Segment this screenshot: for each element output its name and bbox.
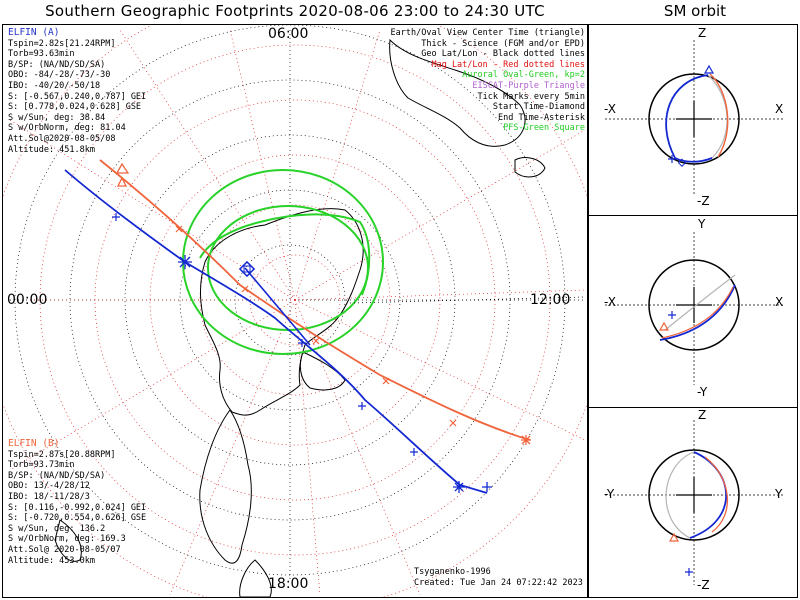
elfin-a-info-line: S: [0.778,0.024,0.628] GSE [8,102,142,113]
start-diamond [238,260,256,278]
elfin-b-info-line: Att.Sol@ 2020-08-05/07 [8,544,121,555]
elfin-a-info-line: S: [-0.567,0.240,0.787] GEI [8,91,147,102]
legend: Earth/Oval View Center Time (triangle) Th… [391,28,585,134]
elfin-b-info-line: Torb=93.73min [8,460,75,471]
legend-item: Tick Marks every 5min [477,91,585,102]
elfin-a-info-line: OBO: -84/-28/-73/-30 [8,70,111,81]
elfin-b-info-line: S: [-0.720,0.554,0.626] GSE [8,513,147,524]
elfin-b-lines: Tspin=2.87s[20.88RPM] Torb=93.73min B/SP: … [8,450,146,567]
legend-item: PFS-Green Square [503,123,585,134]
hour-label-bottom: 18:00 [268,576,309,592]
sm3-top-label: Z [698,408,707,422]
sm1-top-label: Z [698,26,707,40]
elfin-a-info-line: IBO: -40/20/-50/18 [8,80,101,91]
sm2-right-label: X [775,295,784,309]
legend-item: Auroral Oval-Green, kp=2 [462,70,585,81]
elfin-a-lines: Tspin=2.82s[21.24RPM] Torb=93.63min B/SP: … [8,39,146,156]
elfin-a-view-triangle [115,162,130,174]
elfin-b-end-asterisk [521,435,531,445]
sm2-top-label: Y [698,217,706,231]
elfin-b-info-line: S w/Sun, deg: 136.2 [8,523,106,534]
sm-orbit-yz [605,420,785,585]
elfin-b-ticks [175,225,457,427]
elfin-b-info-line: B/SP: (NA/ND/SD/SA) [8,470,106,481]
elfin-a-info: ELFIN (A) Tspin=2.82s[21.24RPM] Torb=93.6… [8,27,146,156]
sm-orbit-xz [605,40,785,195]
hour-label-top: 06:00 [268,26,309,42]
elfin-a-end-asterisk [178,255,492,493]
auroral-oval [182,169,384,355]
sm1-right-label: X [775,102,784,116]
sm3-bottom-label: -Z [697,578,710,592]
elfin-b-triangle-marker [116,176,128,187]
legend-item: Geo Lat/Lon - Black dotted lines [421,49,585,60]
sm2-left-label: -X [604,295,616,309]
legend-item: End Time-Asterisk [498,112,585,123]
map-frame [2,24,588,598]
coastlines [54,38,546,597]
legend-item: EISCAT-Purple Triangle [472,80,585,91]
elfin-b-info-line: Altitude: 453.0km [8,555,95,566]
elfin-b-track [99,159,531,441]
legend-item: Start Time-Diamond [492,102,585,113]
elfin-a-info-line: Altitude: 451.8km [8,144,95,155]
created-label: Created: Tue Jan 24 07:22:42 2023 [414,578,583,588]
page-title: Southern Geographic Footprints 2020-08-0… [45,2,545,20]
elfin-a-name: ELFIN (A) [8,27,60,38]
elfin-b-info-line: IBO: 18/-11/28/3 [8,491,90,502]
sm3-right-label: Y [775,487,783,501]
elfin-a-footprint-line [244,267,311,346]
legend-item: Thick - Science (FGM and/or EPD) [421,38,585,49]
elfin-a-info-line: Tspin=2.82s[21.24RPM] [8,38,116,49]
hour-label-left: 00:00 [7,292,48,308]
sm3-left-label: -Y [604,487,615,501]
elfin-a-info-line: Torb=93.63min [8,49,75,60]
legend-item: Mag Lat/Lon - Red dotted lines [431,59,585,70]
elfin-b-info-line: S: [0.116,-0.992,0.024] GEI [8,502,147,513]
model-label: Tsyganenko-1996 [414,567,491,577]
elfin-a-track [64,169,488,494]
sm-panel-yz [588,407,798,598]
hour-label-right: 12:00 [530,292,571,308]
sm1-bottom-label: -Z [697,194,710,208]
elfin-b-info-line: Tspin=2.87s[20.88RPM] [8,449,116,460]
elfin-b-name: ELFIN (B) [8,438,60,449]
sm-orbit-xy [605,232,785,385]
legend-item: Earth/Oval View Center Time (triangle) [390,28,585,38]
sm2-bottom-label: -Y [697,385,708,399]
elfin-a-info-line: S w/Sun, deg: 38.84 [8,112,106,123]
elfin-b-info-line: S w/OrbNorm, deg: 169.3 [8,534,126,545]
sm1-left-label: -X [604,102,616,116]
elfin-a-info-line: B/SP: (NA/ND/SD/SA) [8,59,106,70]
elfin-a-ticks [112,213,418,456]
elfin-a-info-line: S w/OrbNorm, deg: 81.04 [8,123,126,134]
sm-orbit-title: SM orbit [663,2,727,20]
elfin-b-info-line: OBO: 13/-4/28/12 [8,481,90,492]
elfin-b-info: ELFIN (B) Tspin=2.87s[20.88RPM] Torb=93.7… [8,438,146,567]
elfin-a-info-line: Att.Sol@2020-08-05/08 [8,133,116,144]
